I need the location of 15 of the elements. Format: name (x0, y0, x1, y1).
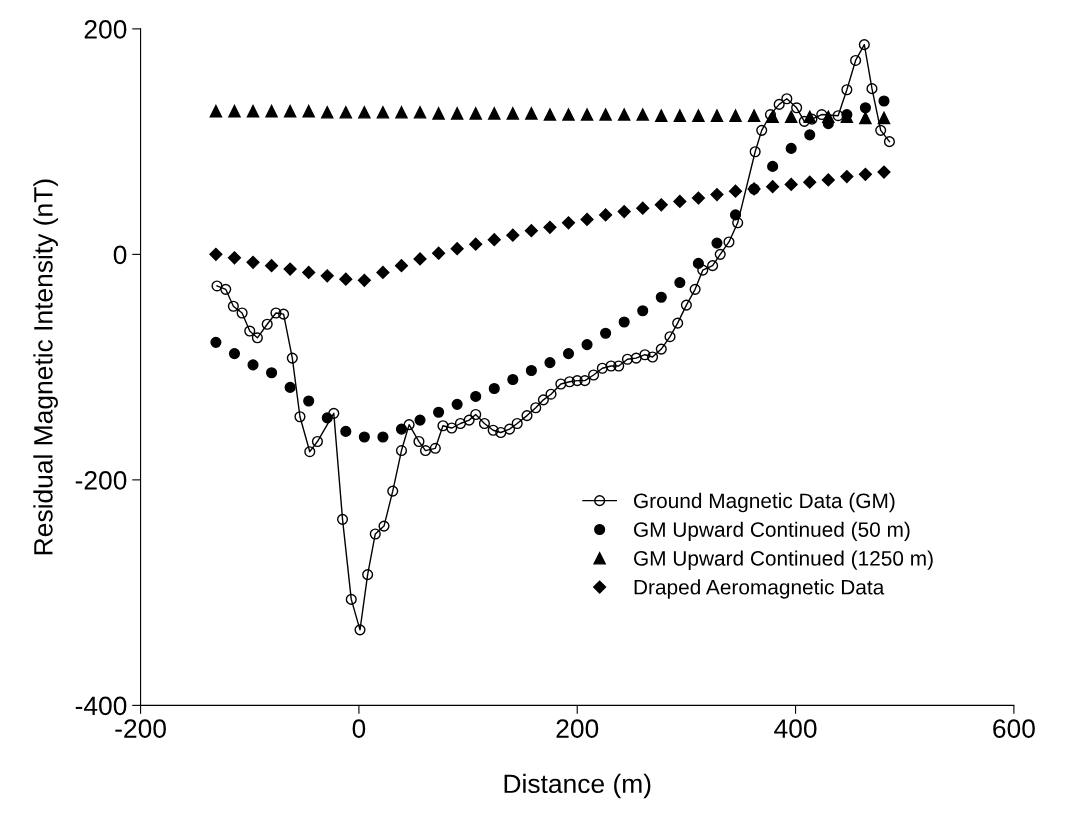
x-tick-label: 0 (352, 719, 366, 738)
legend-label: GM Upward Continued (50 m) (634, 521, 910, 542)
y-tick-label: 200 (84, 20, 127, 39)
legend-label: Draped Aeromagnetic Data (634, 579, 885, 599)
x-tick-label: 200 (556, 719, 599, 738)
x-axis-title: Distance (m) (504, 773, 651, 799)
x-tick-label: -200 (115, 719, 166, 738)
y-tick-label: -400 (75, 696, 127, 716)
y-axis-title: Residual Magnetic Intensity (nT) (33, 179, 58, 555)
y-tick-label: -200 (75, 471, 127, 490)
x-tick-label: 600 (993, 719, 1035, 738)
x-tick-label: 400 (774, 719, 817, 738)
legend-label: GM Upward Continued (1250 m) (634, 550, 933, 570)
y-tick-label: 0 (113, 245, 127, 265)
legend-label: Ground Magnetic Data (GM) (634, 492, 895, 513)
